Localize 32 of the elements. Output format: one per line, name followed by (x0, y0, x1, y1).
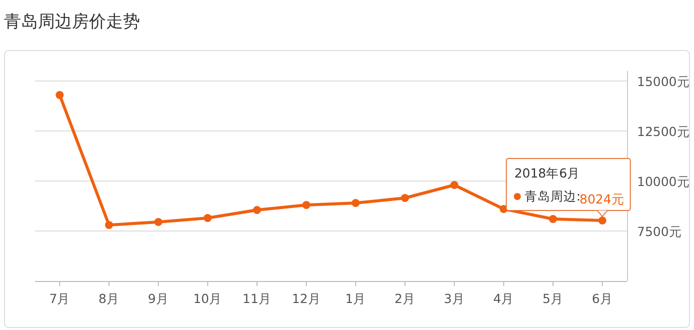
legend-label: 青岛周边: (524, 188, 581, 204)
point (253, 206, 261, 214)
x-tick-label: 12月 (292, 291, 321, 306)
x-tick-label: 4月 (493, 291, 514, 306)
y-tick-label: 12500元 (637, 124, 690, 139)
x-tick-label: 11月 (242, 291, 272, 306)
point (56, 91, 64, 99)
y-tick-label: 10000元 (637, 174, 690, 189)
x-tick-label: 1月 (345, 291, 366, 306)
point (450, 181, 458, 189)
x-tick-label: 3月 (444, 291, 465, 306)
legend: 青岛周边: (514, 188, 581, 204)
chart-title: 青岛周边房价走势 (4, 12, 140, 32)
x-tick-label: 6月 (592, 291, 613, 306)
point (549, 215, 557, 223)
annotation: 2018年6月 (514, 166, 580, 181)
point (598, 216, 606, 225)
x-tick-label: 7月 (49, 291, 70, 306)
point (302, 201, 310, 209)
x-tick-label: 9月 (148, 291, 169, 306)
point (401, 194, 409, 202)
data-label: 8024元 (580, 192, 624, 207)
x-tick-label: 2月 (394, 291, 416, 306)
point (105, 221, 113, 229)
point (154, 218, 162, 226)
point (204, 214, 212, 222)
x-tick-label: 10月 (193, 291, 222, 306)
x-tick-label: 8月 (98, 291, 120, 306)
x-tick-label: 5月 (542, 291, 564, 306)
point (352, 199, 360, 207)
y-tick-label: 7500元 (637, 224, 682, 239)
y-tick-label: 15000元 (637, 74, 690, 89)
